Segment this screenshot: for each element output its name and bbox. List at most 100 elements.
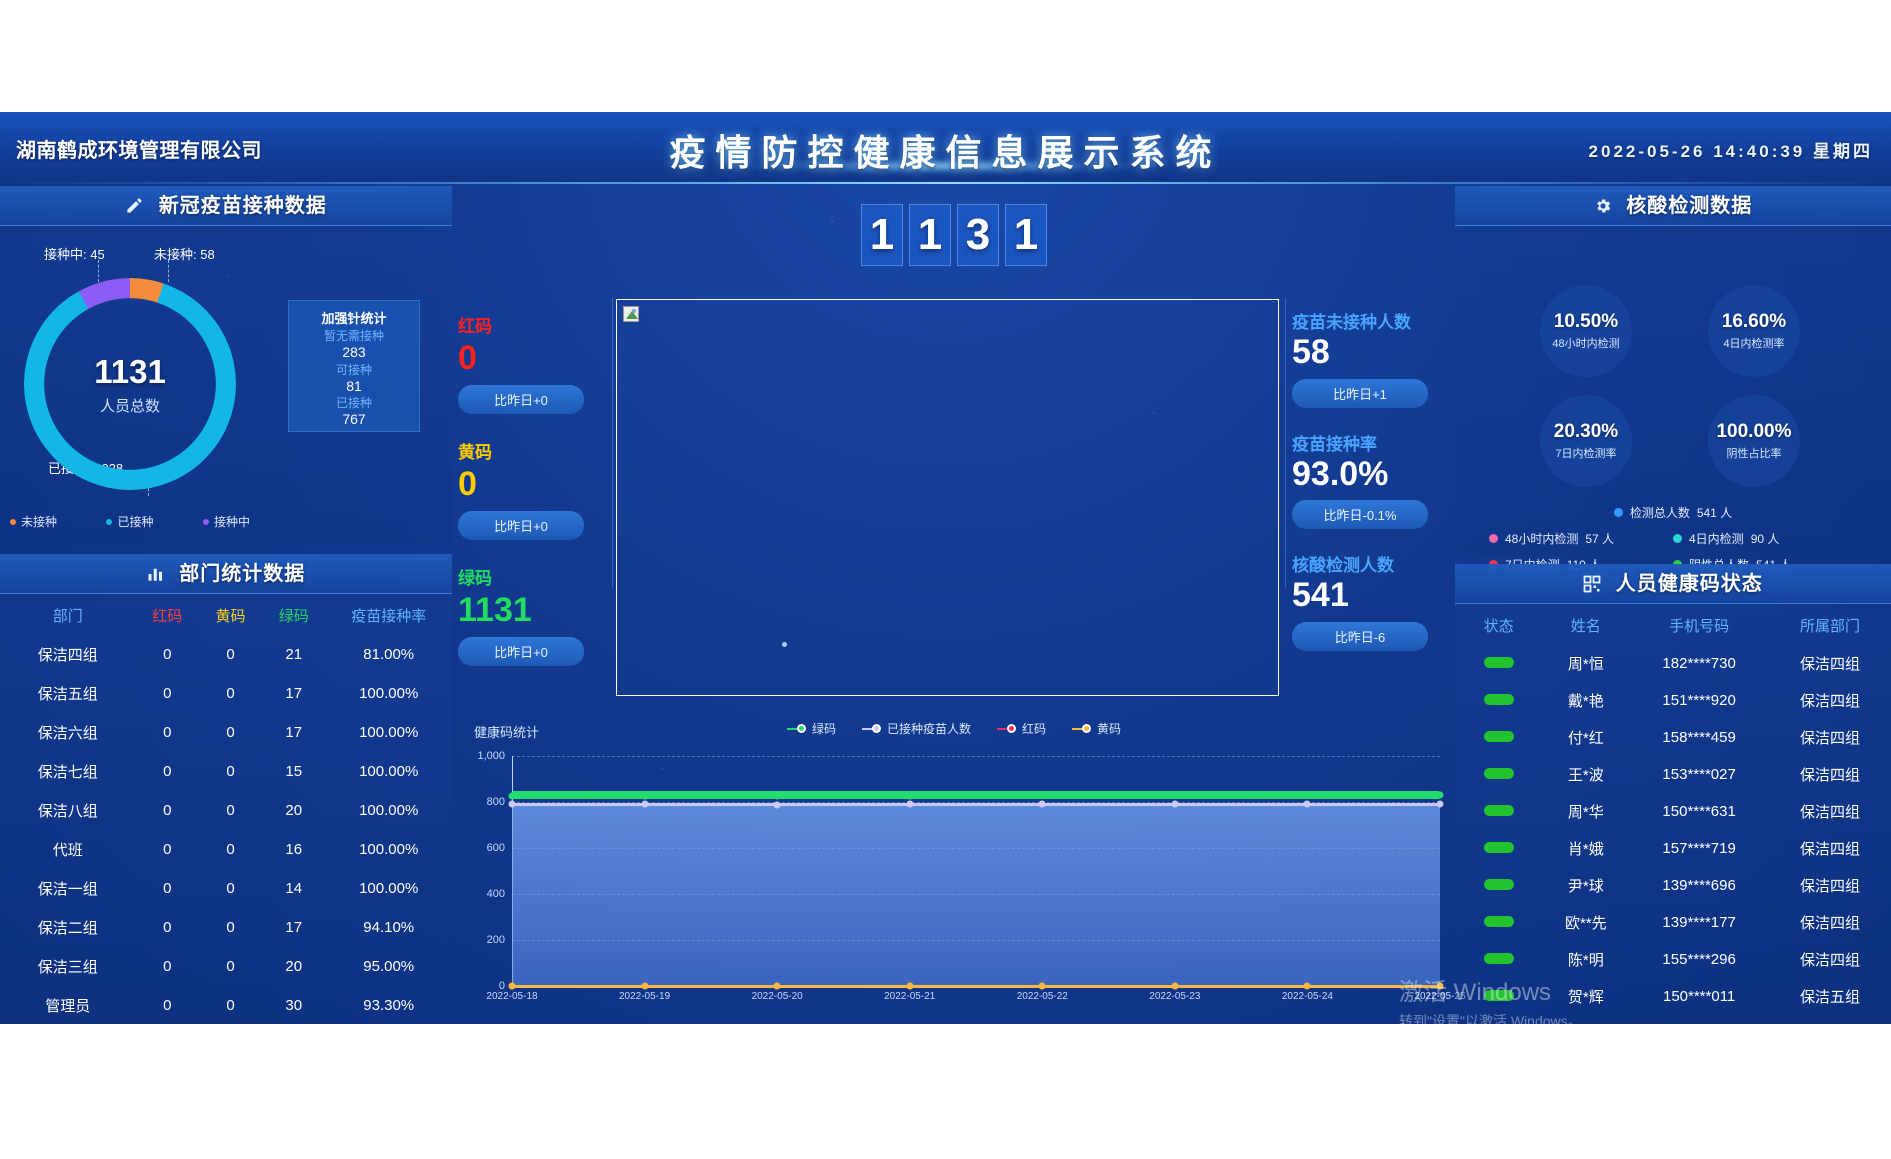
- table-row[interactable]: 欧**先 139****177 保洁四组: [1455, 904, 1891, 941]
- right-stat-value-0: 58: [1292, 333, 1330, 371]
- cell-yellow: 0: [226, 646, 235, 663]
- table-row[interactable]: 肖*娥 157****719 保洁四组: [1455, 830, 1891, 867]
- legend-item-1: 已接种: [106, 513, 154, 530]
- chart-gridline-4: [512, 802, 1440, 803]
- cell-name: 肖*娥: [1567, 841, 1604, 858]
- cell-rate: 95.00%: [363, 958, 415, 975]
- code-stat-delta-2: 比昨日+0: [458, 637, 584, 666]
- flip-digit-2: 3: [957, 204, 999, 266]
- cell-red: 0: [163, 685, 172, 702]
- gauge-label-0: 48小时内检测: [1552, 338, 1620, 350]
- chart-legend-item-0[interactable]: 绿码: [786, 720, 836, 737]
- legend-dot-in-progress: [202, 518, 209, 525]
- map-image-placeholder: [616, 299, 1279, 696]
- nucleic-legend-label-0: 48小时内检测: [1505, 532, 1579, 546]
- chart-legend-bar-3: [1072, 727, 1091, 730]
- table-row[interactable]: 保洁一组 0 0 14 100.00%: [0, 869, 452, 908]
- health-table-body: 周*恒 182****730 保洁四组 戴*艳 151****920 保洁四组 付*红 158…: [1455, 645, 1891, 1015]
- status-badge: [1483, 657, 1514, 668]
- table-row[interactable]: 保洁二组 0 0 17 94.10%: [0, 908, 452, 947]
- table-row[interactable]: 王*波 153****027 保洁四组: [1455, 756, 1891, 793]
- chart-legend-item-1[interactable]: 已接种疫苗人数: [861, 720, 971, 737]
- col-red: 红码: [152, 608, 183, 625]
- table-row[interactable]: 保洁六组 0 0 17 100.00%: [0, 713, 452, 752]
- table-row[interactable]: 周*华 150****631 保洁四组: [1455, 793, 1891, 830]
- nucleic-gauge-3: 100.00% 阴性占比率: [1701, 388, 1807, 494]
- chart-point-1-7: [1436, 800, 1444, 808]
- cell-phone: 182****730: [1662, 655, 1736, 672]
- cell-status: [1455, 719, 1542, 756]
- department-table-header-row: 部门 红码 黄码 绿码 疫苗接种率: [0, 594, 452, 635]
- table-row[interactable]: 保洁八组 0 0 20 100.00%: [0, 791, 452, 830]
- cell-status: [1455, 830, 1542, 867]
- chart-legend-bar-2: [997, 727, 1015, 730]
- health-status-table: 状态 姓名 手机号码 所属部门 周*恒 182****730 保洁四组 戴*艳 151*…: [1455, 604, 1891, 1015]
- gauge-value-2: 20.30%: [1553, 421, 1619, 442]
- cell-rate: 100.00%: [359, 880, 419, 897]
- cell-green: 17: [285, 685, 303, 702]
- code-stat-label-1: 黄码: [458, 443, 492, 462]
- health-panel-title: 人员健康码状态: [1615, 573, 1763, 595]
- table-row[interactable]: 保洁五组 0 0 17 100.00%: [0, 674, 452, 713]
- chart-point-0-2: [773, 792, 781, 800]
- chart-point-1-5: [1171, 800, 1179, 808]
- chart-legend-item-2[interactable]: 红码: [997, 720, 1046, 737]
- chart-xtick-3: 2022-05-21: [884, 991, 936, 1002]
- nucleic-panel-title: 核酸检测数据: [1626, 195, 1753, 217]
- table-row[interactable]: 保洁四组 0 0 21 81.00%: [0, 635, 452, 674]
- cell-dept: 保洁四组: [1799, 804, 1860, 821]
- booster-value-0: 283: [342, 344, 366, 360]
- donut-legend: 未接种 已接种 接种中: [10, 513, 250, 530]
- table-row[interactable]: 戴*艳 151****920 保洁四组: [1455, 682, 1891, 719]
- cell-phone: 139****177: [1662, 914, 1736, 931]
- code-stat-label-0: 红码: [458, 317, 492, 336]
- chart-point-3-5: [1171, 982, 1179, 990]
- table-row[interactable]: 贺*辉 150****011 保洁五组: [1455, 978, 1891, 1015]
- cell-yellow: 0: [226, 763, 235, 780]
- cell-name: 贺*辉: [1567, 989, 1604, 1006]
- chart-ytick-5: 1,000: [477, 750, 505, 762]
- chart-legend-mark-2: [1007, 724, 1016, 733]
- code-stat-label-2: 绿码: [458, 569, 492, 588]
- booster-value-1: 81: [346, 377, 362, 394]
- health-table-header-row: 状态 姓名 手机号码 所属部门: [1455, 604, 1891, 645]
- cell-green: 15: [285, 763, 303, 780]
- cell-red: 0: [163, 763, 172, 780]
- nucleic-gauge-0: 10.50% 48小时内检测: [1533, 278, 1639, 384]
- chart-legend: 绿码 已接种疫苗人数 红码 黄码: [456, 720, 1452, 737]
- table-row[interactable]: 付*红 158****459 保洁四组: [1455, 719, 1891, 756]
- table-row[interactable]: 管理员 0 0 30 93.30%: [0, 986, 452, 1024]
- chart-title: 健康码统计: [474, 725, 540, 740]
- cell-dept: 保洁五组: [37, 686, 98, 703]
- right-stat-2: 核酸检测人数 541 比昨日-6: [1292, 541, 1452, 663]
- cell-dept: 管理员: [45, 998, 91, 1015]
- cell-dept: 保洁七组: [37, 764, 98, 781]
- chart-legend-label-3: 黄码: [1097, 722, 1122, 736]
- right-stat-label-2: 核酸检测人数: [1292, 556, 1394, 576]
- code-stat-value-2: 1131: [458, 591, 532, 629]
- nucleic-gauge-2: 20.30% 7日内检测率: [1533, 388, 1639, 494]
- donut-lead-in-progress: 接种中: 45: [44, 247, 105, 262]
- chart-legend-item-3[interactable]: 黄码: [1072, 720, 1121, 737]
- cell-yellow: 0: [226, 997, 235, 1014]
- chart-ytick-0: 0: [498, 980, 505, 992]
- cell-dept: 保洁四组: [1799, 730, 1860, 747]
- cell-dept: 保洁三组: [37, 959, 98, 976]
- legend-dot-unvaccinated: [10, 518, 16, 525]
- col-status: 状态: [1483, 618, 1514, 635]
- legend-item-2: 接种中: [202, 513, 250, 530]
- chart-legend-label-0: 绿码: [811, 722, 836, 736]
- table-row[interactable]: 代班 0 0 16 100.00%: [0, 830, 452, 869]
- col-dept2: 所属部门: [1799, 618, 1860, 635]
- table-row[interactable]: 尹*球 139****696 保洁四组: [1455, 867, 1891, 904]
- table-row[interactable]: 陈*明 155****296 保洁四组: [1455, 941, 1891, 978]
- table-row[interactable]: 周*恒 182****730 保洁四组: [1455, 645, 1891, 682]
- vaccine-panel-title: 新冠疫苗接种数据: [158, 195, 327, 217]
- table-row[interactable]: 保洁七组 0 0 15 100.00%: [0, 752, 452, 791]
- gauge-inner-1: 16.60% 4日内检测率: [1708, 285, 1800, 377]
- cell-status: [1455, 756, 1542, 793]
- table-row[interactable]: 保洁三组 0 0 20 95.00%: [0, 947, 452, 986]
- nucleic-legend-total: 检测总人数 541 人: [1455, 504, 1891, 521]
- nucleic-panel-header: 核酸检测数据: [1455, 186, 1891, 226]
